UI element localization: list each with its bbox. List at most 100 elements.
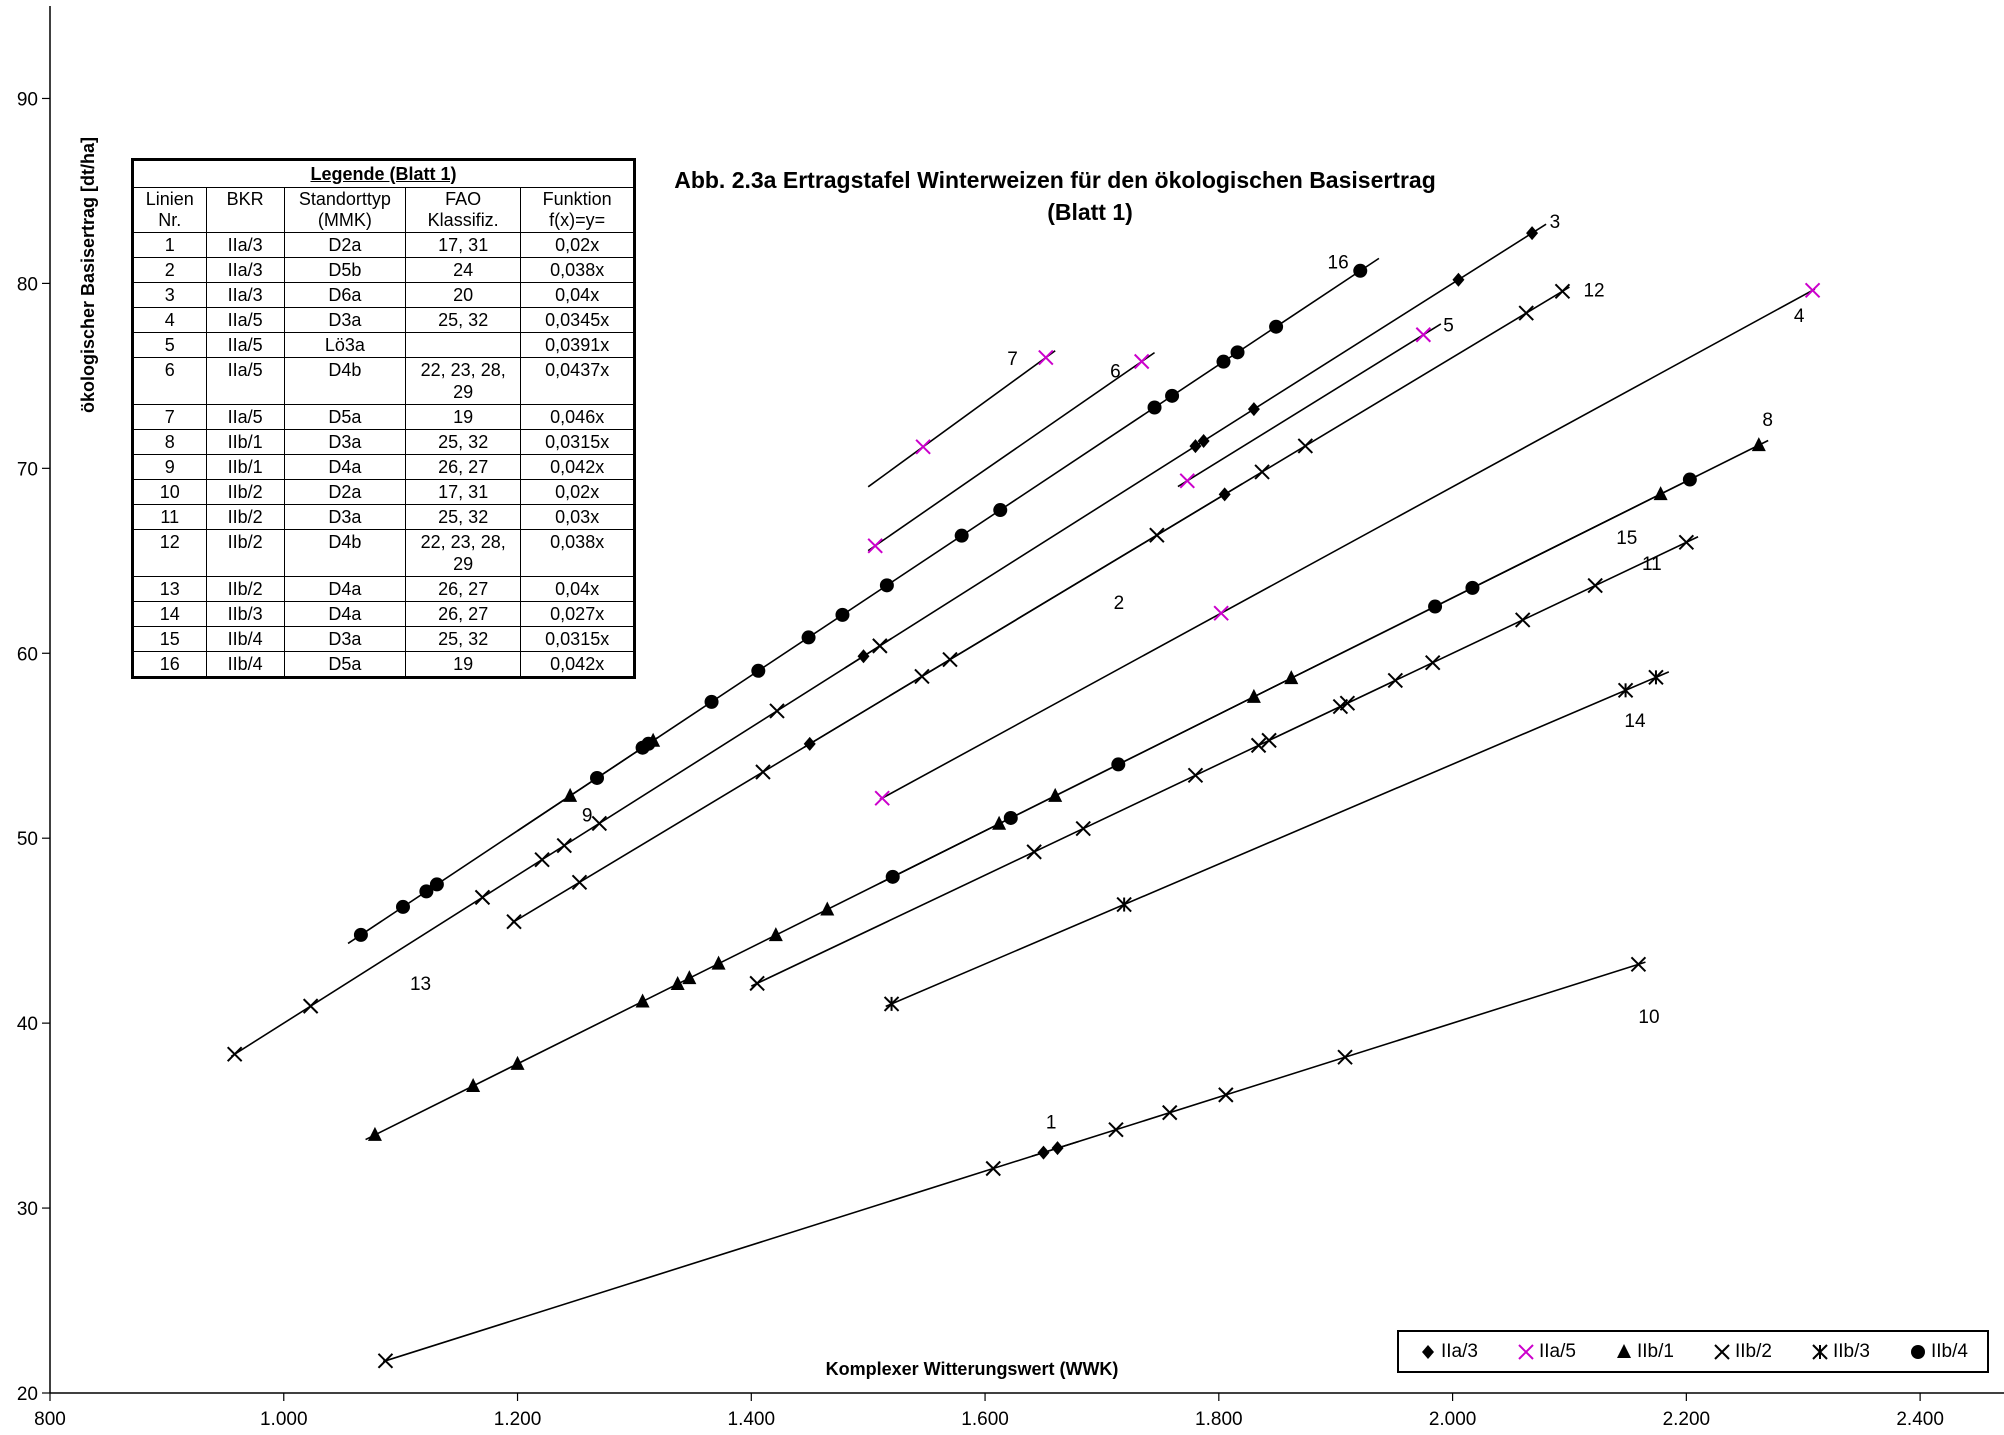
- legend-table-cell: 19: [404, 404, 522, 430]
- data-point-line-11: [1425, 654, 1441, 671]
- data-point-line-11: [1678, 534, 1695, 551]
- legend-table-cell: 26, 27: [404, 576, 522, 602]
- data-point-line-4: [874, 790, 890, 806]
- legend-table-row: 2 IIa/3 D5b 24 0,038x: [132, 257, 635, 283]
- data-point-line-13: [769, 703, 785, 719]
- data-point-line-16: [801, 630, 816, 645]
- line-label-3: 3: [1550, 212, 1561, 233]
- regression-line-5: [1177, 323, 1442, 488]
- legend-item: IIb/1: [1614, 1341, 1674, 1363]
- legend-table-cell: 25, 32: [404, 504, 522, 530]
- legend-table-header-cell: BKR: [205, 187, 285, 233]
- data-point-line-16: [1216, 354, 1231, 369]
- legend-table-body: 1 IIa/3 D2a 17, 31 0,02x 2 IIa/3 D5b 24 0,038x 3 II…: [132, 232, 635, 678]
- data-point-line-8: [1653, 486, 1668, 501]
- legend-table-row: 16 IIb/4 D5a 19 0,042x: [132, 651, 635, 678]
- data-point-line-16: [641, 736, 656, 751]
- y-tick-label: 20: [17, 1384, 38, 1405]
- data-point-line-12: [506, 913, 522, 930]
- x-tick-label: 1.400: [728, 1409, 776, 1430]
- regression-line-11: [750, 536, 1699, 987]
- data-point-line-8: [635, 993, 650, 1008]
- series-legend: IIa/3 IIa/5 IIb/1 IIb/2 IIb/3 IIb/4: [1397, 1330, 1989, 1373]
- data-point-line-12: [1554, 283, 1571, 300]
- legend-header-line: Klassifiz.: [427, 210, 499, 230]
- x-tick-label: 2.000: [1429, 1409, 1477, 1430]
- data-point-line-14: [1648, 669, 1664, 686]
- x-tick-label: 1.200: [494, 1409, 542, 1430]
- legend-table-cell: 0,046x: [520, 404, 635, 430]
- legend-table-cell: D4a: [283, 601, 406, 627]
- data-point-line-16: [419, 884, 434, 899]
- legend-table-cell: 0,02x: [520, 479, 635, 505]
- legend-table-cell: IIa/5: [205, 307, 285, 333]
- data-point-line-4: [1804, 282, 1821, 299]
- legend-table-cell: 17, 31: [404, 479, 522, 505]
- legend-table-header-cell: Standorttyp (MMK): [283, 187, 406, 233]
- data-point-line-8: [670, 976, 685, 991]
- legend-table-cell: 25, 32: [404, 626, 522, 652]
- legend-table-header-cell: Funktion f(x)=y=: [520, 187, 635, 233]
- legend-header-line: [210, 210, 281, 231]
- data-point-line-3: [1197, 433, 1210, 448]
- legend-table-cell: D3a: [283, 307, 406, 333]
- data-point-line-13: [556, 837, 572, 854]
- legend-table-cell: 4: [132, 307, 207, 333]
- axes: [49, 6, 2004, 1394]
- data-point-line-8: [367, 1126, 382, 1141]
- legend-header-line: Standorttyp: [298, 189, 391, 209]
- data-point-line-8: [510, 1055, 525, 1070]
- data-point-line-16: [1165, 388, 1180, 403]
- legend-marker: [1911, 1344, 1925, 1359]
- data-point-line-11: [1026, 844, 1042, 860]
- legend-table-cell: IIa/3: [205, 257, 285, 283]
- legend-marker: [1812, 1343, 1828, 1360]
- legend-table-cell: 0,0345x: [520, 307, 635, 333]
- line-label-5: 5: [1443, 315, 1454, 336]
- legend-marker: [1714, 1343, 1730, 1360]
- data-point-line-8: [768, 927, 783, 942]
- data-point-line-16: [993, 503, 1008, 518]
- data-point-line-16: [1230, 345, 1245, 360]
- data-point-line-8: [1048, 787, 1063, 802]
- legend-table-cell: 15: [132, 626, 207, 652]
- x-axis-title: Komplexer Witterungswert (WWK): [826, 1359, 1119, 1379]
- data-point-line-7: [1038, 349, 1054, 366]
- x-tick-label: 2.400: [1896, 1409, 1944, 1430]
- legend-table-cell: 10: [132, 479, 207, 505]
- data-point-line-14: [1617, 682, 1634, 699]
- legend-item: IIa/3: [1418, 1341, 1478, 1363]
- line-label-15: 15: [1616, 528, 1637, 549]
- legend-table-cell: 17, 31: [404, 232, 522, 258]
- legend-table-cell: 3: [132, 282, 207, 308]
- legend-table-cell: IIb/1: [205, 454, 285, 480]
- data-point-line-15: [885, 869, 900, 884]
- regression-line-4: [879, 288, 1816, 801]
- legend-table-cell: D4b: [283, 529, 406, 577]
- data-point-line-8: [711, 955, 726, 970]
- legend-item-label: IIa/5: [1539, 1340, 1576, 1362]
- legend-table-row: 15 IIb/4 D3a 25, 32 0,0315x: [132, 626, 635, 652]
- data-point-line-16: [353, 927, 368, 942]
- legend-table-cell: 0,04x: [520, 282, 635, 308]
- legend-header-line: Nr.: [158, 210, 182, 230]
- legend-table-cell: D3a: [283, 504, 406, 530]
- data-point-line-12: [755, 764, 771, 780]
- legend-table-cell: 19: [404, 651, 522, 678]
- legend-table-cell: 25, 32: [404, 429, 522, 455]
- legend-table-cell: IIb/2: [205, 576, 285, 602]
- data-point-line-14: [883, 996, 900, 1012]
- data-point-line-3: [1247, 402, 1260, 417]
- data-point-line-8: [466, 1077, 481, 1092]
- legend-table-cell: 20: [404, 282, 522, 308]
- legend-marker-icon: [1617, 1343, 1631, 1358]
- legend-table-cell: 0,038x: [520, 257, 635, 283]
- data-point-line-10: [1108, 1121, 1124, 1138]
- legend-header-line: Funktion: [542, 189, 612, 209]
- legend-table-cell: IIb/1: [205, 429, 285, 455]
- data-point-line-16: [879, 578, 894, 593]
- y-tick-label: 30: [17, 1199, 38, 1220]
- legend-table-title-row: Legende (Blatt 1): [132, 159, 635, 188]
- chart-title: Abb. 2.3a Ertragstafel Winterweizen für …: [674, 167, 1436, 193]
- data-point-line-12: [914, 668, 930, 685]
